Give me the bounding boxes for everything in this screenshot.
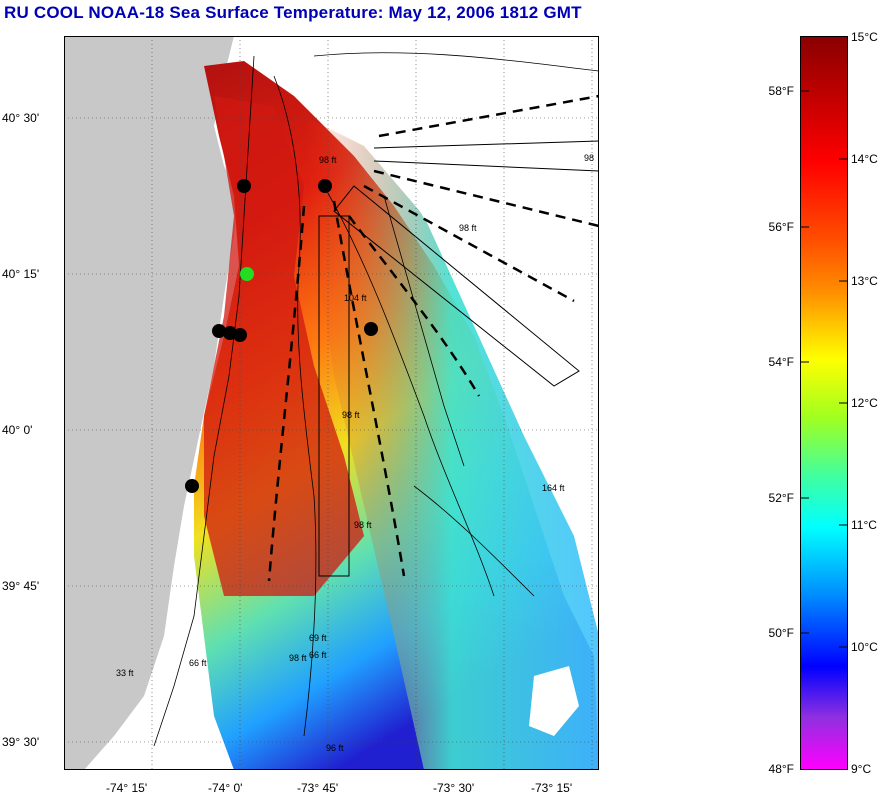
sst-east-overlay bbox=[304, 116, 599, 770]
station-marker bbox=[364, 322, 378, 336]
colorbar-fahrenheit-label: 48°F bbox=[768, 762, 794, 776]
contour-label: 66 ft bbox=[309, 650, 327, 660]
land-mass bbox=[64, 36, 239, 770]
colorbar-fahrenheit-label: 50°F bbox=[768, 626, 794, 640]
contour-label: 98 ft bbox=[459, 223, 477, 233]
temperature-colorbar bbox=[800, 36, 848, 770]
lat-label: 40° 30' bbox=[2, 111, 40, 125]
station-marker bbox=[185, 479, 199, 493]
stations bbox=[185, 179, 378, 493]
contour-label: 104 ft bbox=[344, 293, 367, 303]
colorbar-fahrenheit-label: 52°F bbox=[768, 491, 794, 505]
lat-label: 39° 45' bbox=[2, 579, 40, 593]
contour-label: 33 ft bbox=[116, 668, 134, 678]
station-marker-green bbox=[240, 267, 254, 281]
colorbar-celsius-label: 13°C bbox=[851, 274, 878, 288]
colorbar-fahrenheit-label: 56°F bbox=[768, 220, 794, 234]
lat-label: 40° 15' bbox=[2, 267, 40, 281]
contour-label: 66 ft bbox=[189, 658, 207, 668]
contour-labels: 98 98 ft 98 ft 104 ft 98 ft 98 ft 164 ft… bbox=[116, 153, 594, 753]
lat-label: 39° 30' bbox=[2, 735, 40, 749]
contour-label: 69 ft bbox=[309, 633, 327, 643]
contour-label: 98 ft bbox=[342, 410, 360, 420]
colorbar-celsius-label: 10°C bbox=[851, 640, 878, 654]
dashed-transects bbox=[267, 94, 599, 582]
contour-label: 98 ft bbox=[319, 155, 337, 165]
bathymetry-contours bbox=[153, 52, 599, 747]
colorbar-celsius-label: 9°C bbox=[851, 762, 872, 776]
cloud-clear-area bbox=[299, 76, 599, 466]
contour-label: 98 bbox=[584, 153, 594, 163]
lon-label: -73° 30' bbox=[433, 781, 475, 795]
station-marker bbox=[237, 179, 251, 193]
station-marker bbox=[212, 324, 226, 338]
colorbar-fahrenheit-label: 54°F bbox=[768, 355, 794, 369]
colorbar-celsius-label: 11°C bbox=[851, 518, 877, 532]
colorbar-celsius-label: 14°C bbox=[851, 152, 878, 166]
colorbar-celsius-label: 15°C bbox=[851, 30, 878, 44]
contour-label: 96 ft bbox=[326, 743, 344, 753]
colorbar-fahrenheit-label: 58°F bbox=[768, 84, 794, 98]
sst-map[interactable]: 98 98 ft 98 ft 104 ft 98 ft 98 ft 164 ft… bbox=[64, 36, 599, 770]
station-marker bbox=[318, 179, 332, 193]
lon-label: -73° 15' bbox=[531, 781, 573, 795]
lon-label: -74° 15' bbox=[106, 781, 148, 795]
station-marker bbox=[233, 328, 247, 342]
lon-label: -74° 0' bbox=[208, 781, 243, 795]
cloud-clear-area-2 bbox=[529, 666, 579, 736]
lat-label: 40° 0' bbox=[2, 423, 33, 437]
contour-label: 98 ft bbox=[354, 520, 372, 530]
colorbar-celsius-label: 12°C bbox=[851, 396, 878, 410]
contour-label: 164 ft bbox=[542, 483, 565, 493]
map-title: RU COOL NOAA-18 Sea Surface Temperature:… bbox=[4, 3, 582, 22]
shipping-lanes bbox=[318, 140, 599, 577]
lon-label: -73° 45' bbox=[297, 781, 339, 795]
contour-label: 98 ft bbox=[289, 653, 307, 663]
